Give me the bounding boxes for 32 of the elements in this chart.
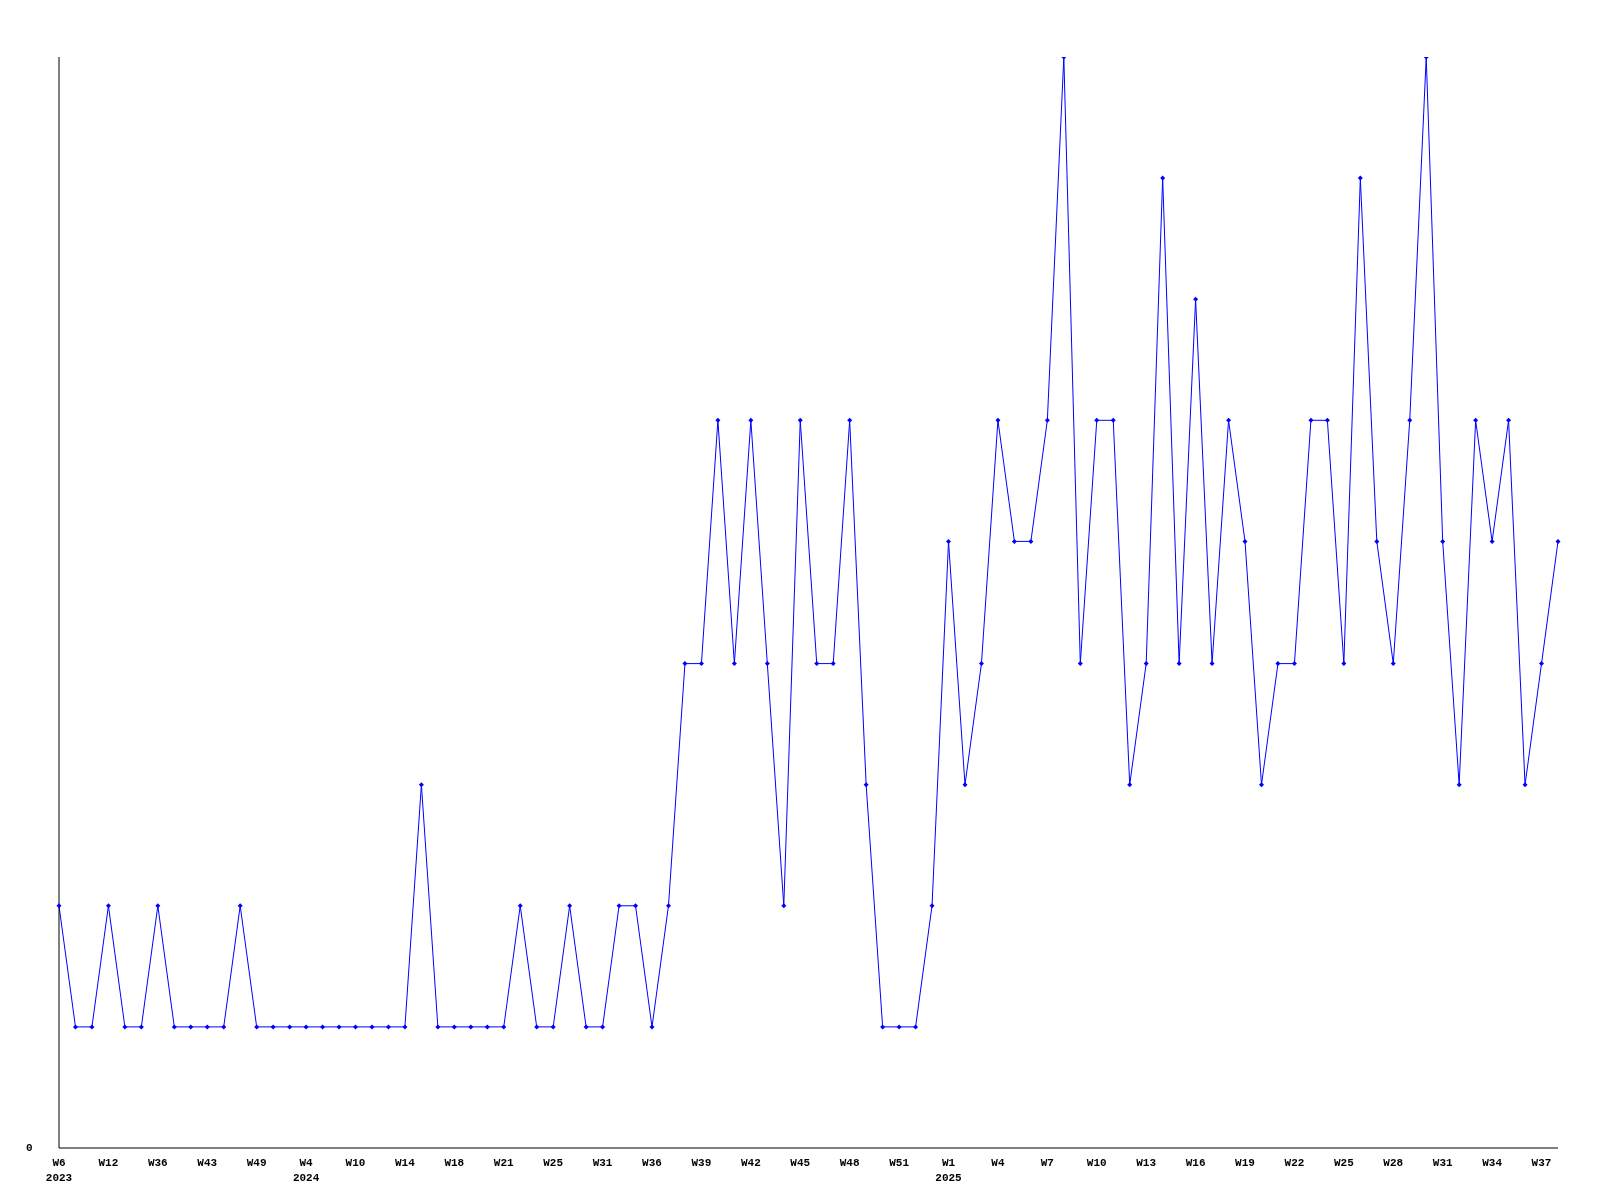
x-tick-label: W16	[1185, 1157, 1206, 1169]
text: 0	[26, 1142, 33, 1154]
x-tick-label: W10	[345, 1157, 366, 1169]
x-tick-label: W18	[444, 1157, 465, 1169]
x-tick-label: W49	[246, 1157, 267, 1169]
x-tick-label: W48	[839, 1157, 860, 1169]
x-tick-label: W25	[1333, 1157, 1355, 1169]
x-tick-label: W25	[543, 1157, 564, 1169]
x-tick-label: W31	[592, 1157, 613, 1169]
x-tick-label: W4 2024	[292, 1157, 320, 1184]
x-tick-label: W14	[395, 1157, 416, 1169]
x-tick-label: W45	[790, 1157, 811, 1169]
x-tick-label: W43	[197, 1157, 218, 1169]
x-tick-label: W22	[1284, 1157, 1305, 1169]
x-tick-label: W12	[98, 1157, 119, 1169]
x-tick-label: W7	[1040, 1157, 1054, 1169]
x-tick-label: W39	[691, 1157, 712, 1169]
x-tick-label: W28	[1383, 1157, 1404, 1169]
x-tick-label: W31	[1432, 1157, 1453, 1169]
x-tick-label: W10	[1086, 1157, 1107, 1169]
x-tick-label: W34	[1482, 1157, 1503, 1169]
x-tick-label: W37	[1531, 1157, 1552, 1169]
x-tick-label: W51	[889, 1157, 910, 1169]
x-tick-label: W1 2025	[935, 1157, 963, 1184]
x-tick-label: W36	[147, 1157, 168, 1169]
x-tick-label: W21	[493, 1157, 515, 1169]
x-tick-label: W36	[642, 1157, 662, 1169]
x-tick-label: W19	[1235, 1157, 1255, 1169]
x-tick-label: W13	[1136, 1157, 1157, 1169]
x-tick-label: W4	[991, 1157, 1005, 1169]
x-tick-label: W42	[740, 1157, 761, 1169]
x-tick-label: W6 2023	[45, 1157, 73, 1184]
